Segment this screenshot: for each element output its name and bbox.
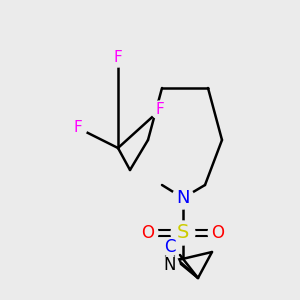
Circle shape [171,221,195,245]
Circle shape [109,49,127,67]
Text: F: F [74,121,82,136]
Text: O: O [142,224,154,242]
Circle shape [161,238,179,256]
Text: N: N [164,256,176,274]
Text: F: F [114,50,122,65]
Text: C: C [164,238,176,256]
Text: O: O [212,224,224,242]
Text: N: N [176,189,190,207]
Circle shape [161,256,179,274]
Circle shape [208,223,228,243]
Circle shape [151,101,169,119]
Circle shape [172,187,194,209]
Circle shape [69,119,87,137]
Text: F: F [156,103,164,118]
Text: S: S [177,224,189,242]
Circle shape [138,223,158,243]
